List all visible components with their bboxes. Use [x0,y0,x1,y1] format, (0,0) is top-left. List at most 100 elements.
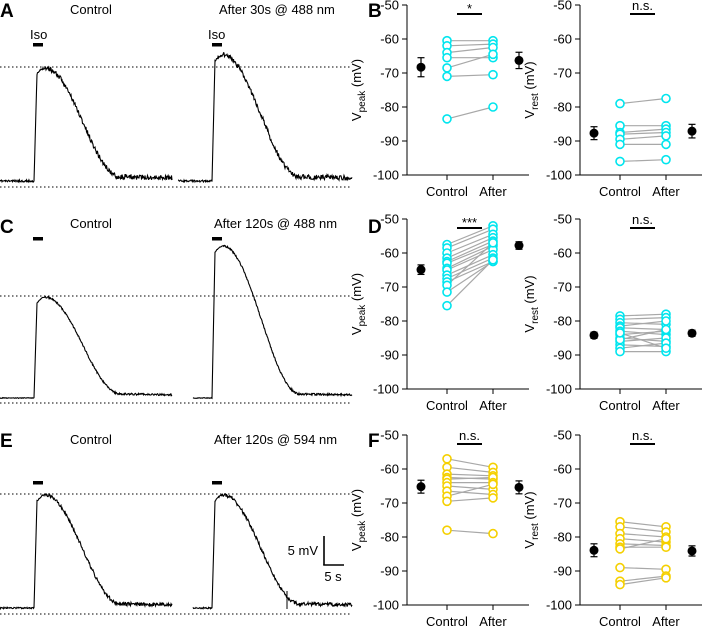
scale-bar-time: 5 s [324,569,342,584]
pair-line [446,233,494,254]
pair-line [446,257,494,280]
pair-line [619,332,667,349]
trace-title-e-after: After 120s @ 594 nm [214,432,337,447]
y-axis-label-main: V [349,542,364,551]
pair-line [446,240,494,263]
panel-letter-a: A [0,1,14,22]
data-point-after [661,533,671,544]
pair-line [446,249,494,271]
x-tick-label: Control [426,398,468,413]
pair-line [446,242,494,286]
data-point-after [488,102,498,112]
y-tick-label: -100 [546,168,572,183]
trace-title-c-after: After 120s @ 488 nm [214,216,337,231]
data-point-after [661,316,671,326]
x-tick-label: Control [426,184,468,199]
mean-control-point [416,62,426,72]
y-tick-label: -60 [553,246,572,261]
data-point-after [661,542,671,553]
panel-letter-d: D [368,217,382,238]
trace-e-after [192,493,353,610]
iso-label-after: Iso [208,27,225,42]
data-point-after [661,93,671,104]
data-point-control [442,496,452,507]
y-axis-label: Vpeak (mV) [349,59,368,121]
data-point-after [488,528,498,539]
data-point-control [442,63,452,73]
y-axis-label: Vrest (mV) [522,61,541,118]
pair-line [446,254,494,276]
y-axis-label-main: V [522,324,537,333]
data-point-control [442,52,452,63]
pair-line [446,46,494,54]
y-axis-label: Vrest (mV) [522,491,541,548]
y-tick-label: -100 [373,598,399,613]
mean-after-point [687,126,697,136]
y-tick-label: -50 [553,212,572,227]
data-point-control [442,525,452,536]
y-axis-label-sub: peak [357,90,368,113]
y-axis-label-unit: (mV) [349,273,364,305]
x-tick-label: After [479,614,507,626]
y-tick-label: -100 [373,168,399,183]
y-axis-label-sub: rest [530,307,541,324]
data-point-control [615,98,625,109]
y-axis-label-sub: rest [530,93,541,110]
data-point-after [661,154,671,165]
mean-control-point [589,330,599,340]
pair-line [619,327,667,331]
x-tick-label: After [479,398,507,413]
y-axis-label: Vrest (mV) [522,275,541,332]
y-axis-label-sub: peak [357,304,368,327]
trace-a-after [177,51,353,184]
data-point-after [661,572,671,583]
pair-line [446,476,494,480]
y-axis-label-main: V [349,326,364,335]
iso-bar-a-after [212,43,222,47]
y-tick-label: -50 [553,428,572,443]
y-tick-label: -60 [380,462,399,477]
data-point-after [488,238,498,248]
y-axis-label-unit: (mV) [522,61,537,93]
y-tick-label: -90 [553,564,572,579]
pair-line [619,567,667,570]
mean-control-point [589,545,599,555]
scale-bar: 5 mV 5 s [288,536,344,584]
x-tick-label: After [652,614,680,626]
y-tick-label: -50 [553,0,572,13]
trace-c-after [192,244,353,400]
x-tick-label: Control [599,184,641,199]
significance-label: n.s. [459,428,480,443]
pair-line [619,313,667,317]
data-point-control [615,328,625,338]
data-point-control [442,287,452,297]
y-axis-label-main: V [522,540,537,549]
trace-e-control [0,492,173,611]
y-tick-label: -50 [380,428,399,443]
data-point-control [615,562,625,573]
data-point-control [615,346,625,357]
iso-bar-c-after [212,237,222,241]
pair-line [619,533,667,538]
pair-line [446,228,494,249]
data-point-after [488,254,498,265]
plot-b: -50 -60 -70 -80 -90 -100 Control After Vpeak (mV… [349,0,529,199]
pair-line [446,43,494,47]
x-tick-label: After [479,184,507,199]
pair-line [446,259,494,307]
y-tick-label: -90 [553,348,572,363]
mean-after-point [514,241,524,251]
pair-line [619,97,667,105]
iso-bar-e-after [212,481,222,485]
data-point-control [442,300,452,311]
data-point-control [615,544,625,554]
panel-letter-f: F [368,431,380,452]
paired-plots: -50 -60 -70 -80 -90 -100 Control After Vpeak (mV… [349,0,702,629]
significance-label: n.s. [632,212,653,227]
pair-line [619,543,667,547]
y-tick-label: -70 [553,66,572,81]
data-point-after [488,493,498,503]
data-point-after [488,479,498,490]
data-point-control [442,114,452,124]
